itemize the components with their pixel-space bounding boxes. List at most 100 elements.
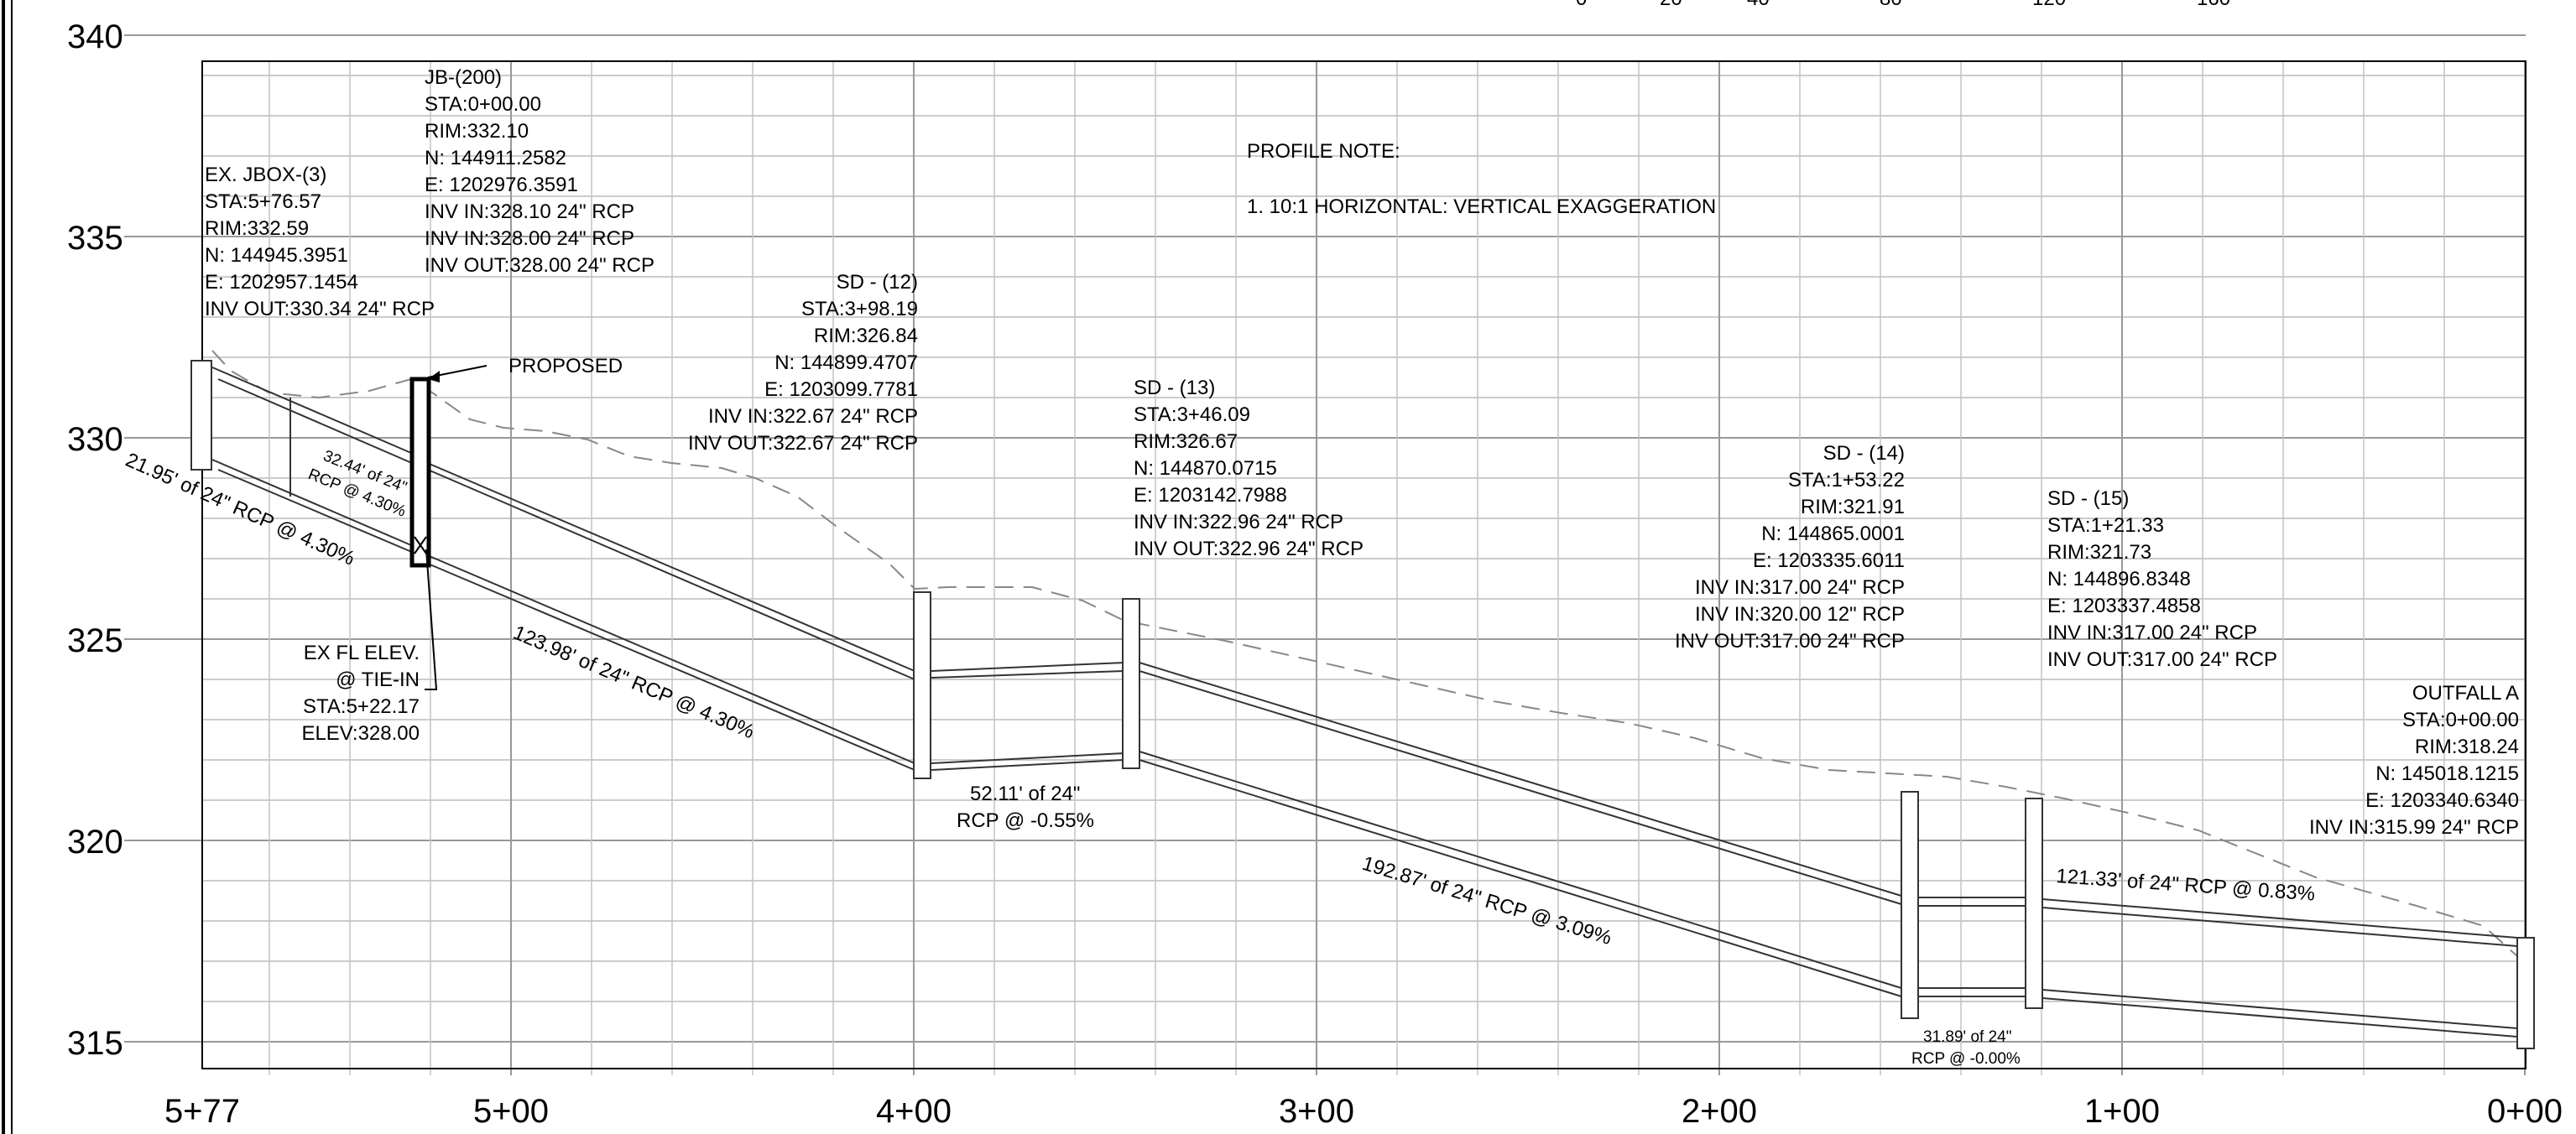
structure-line: STA:5+76.57	[205, 190, 321, 213]
structure-line: STA:1+21.33	[2047, 514, 2164, 537]
structure-label-sd-15: SD - (15) STA:1+21.33 RIM:321.73 N: 1448…	[2047, 487, 2277, 671]
structure-label-sd-14: SD - (14) STA:1+53.22 RIM:321.91 N: 1448…	[1675, 442, 1905, 653]
structure-line: N: 144911.2582	[425, 147, 566, 169]
structure-sd-14	[1901, 791, 1919, 1019]
leader-arrow-icon	[428, 371, 440, 382]
structure-line: INV IN:328.10 24" RCP	[425, 200, 634, 223]
existing-ground-line	[211, 350, 2526, 995]
tie-in-leader	[425, 549, 438, 690]
structures	[190, 360, 2535, 1049]
scale-bar-number: 120	[2032, 0, 2066, 10]
tie-in-line: STA:5+22.17	[303, 695, 420, 718]
station-tick-label: 0+00	[2487, 1093, 2563, 1130]
pipe-3-invert	[419, 551, 915, 764]
structure-line: STA:3+46.09	[1134, 403, 1250, 426]
structure-line: INV OUT:317.00 24" RCP	[1675, 630, 1905, 653]
pipe-label: 121.33' of 24" RCP @ 0.83%	[2056, 865, 2316, 906]
elevation-tick-label: 315	[67, 1025, 123, 1062]
structure-line: E: 1203142.7988	[1134, 484, 1287, 507]
station-tick-label: 5+77	[164, 1093, 240, 1130]
station-tick-label: 2+00	[1682, 1093, 1757, 1130]
pipe-5-crown-b	[1139, 670, 1902, 905]
structure-line: STA:1+53.22	[1788, 469, 1905, 492]
structure-sd-15	[2025, 798, 2043, 1009]
pipe-1-invert	[211, 459, 412, 546]
elevation-tick-label: 335	[67, 220, 123, 257]
pipe-label: 21.95' of 24" RCP @ 4.30%	[123, 449, 358, 570]
pipe-3-crown	[419, 459, 915, 672]
structure-line: N: 144896.8348	[2047, 568, 2191, 590]
tie-in-x-icon	[414, 536, 427, 554]
structure-line: N: 144870.0715	[1134, 457, 1277, 480]
station-axis: 5+77 5+00 4+00 3+00 2+00 1+00 0+00	[164, 1093, 2563, 1130]
pipe-4-invert-b	[931, 759, 1125, 771]
pipe-7-invert-b	[2042, 997, 2518, 1038]
pipe-4-crown-b	[931, 670, 1125, 679]
profile-grid	[124, 34, 2526, 1075]
structure-line: RIM:321.91	[1801, 496, 1905, 518]
structure-line: INV IN:320.00 12" RCP	[1695, 603, 1905, 626]
structure-line: N: 144945.3951	[205, 244, 348, 267]
structure-line: INV OUT:317.00 24" RCP	[2047, 648, 2277, 671]
pipe-label: RCP @ -0.00%	[1911, 1050, 2021, 1068]
structure-line: INV OUT:330.34 24" RCP	[205, 298, 435, 320]
plot-frame	[201, 60, 2526, 1069]
structure-label-outfall-a: OUTFALL A STA:0+00.00 RIM:318.24 N: 1450…	[2309, 682, 2519, 839]
profile-note-item: 1. 10:1 HORIZONTAL: VERTICAL EXAGGERATIO…	[1247, 195, 1716, 218]
pipe-label: 52.11' of 24"	[970, 783, 1080, 805]
structure-name: SD - (12)	[837, 271, 918, 294]
pipe-1-crown	[211, 367, 412, 454]
structure-line: STA:3+98.19	[801, 298, 918, 320]
station-tick-label: 3+00	[1279, 1093, 1354, 1130]
structure-line: STA:0+00.00	[2402, 709, 2519, 731]
structure-sd-13	[1122, 598, 1140, 769]
profile-note-title: PROFILE NOTE:	[1247, 140, 1400, 163]
profile-note: PROFILE NOTE: 1. 10:1 HORIZONTAL: VERTIC…	[1247, 140, 1716, 218]
structure-line: INV IN:317.00 24" RCP	[2047, 622, 2257, 644]
structure-label-jb-200: JB-(200) STA:0+00.00 RIM:332.10 N: 14491…	[425, 66, 654, 277]
station-tick-label: 4+00	[876, 1093, 952, 1130]
scale-bar: 0 20 40 80 120 160	[1576, 0, 2230, 10]
structure-name: SD - (15)	[2047, 487, 2129, 510]
structure-line: INV OUT:322.96 24" RCP	[1134, 538, 1364, 560]
structure-line: N: 144865.0001	[1761, 523, 1905, 545]
structure-sd-12	[913, 591, 931, 779]
pipe-3-crown-b	[427, 469, 915, 680]
structure-line: E: 1203099.7781	[764, 378, 918, 401]
elevation-tick-label: 340	[67, 18, 123, 55]
elevation-tick-label: 330	[67, 421, 123, 458]
pipe-4-invert	[931, 752, 1125, 764]
pipe-5-crown	[1139, 662, 1902, 897]
structure-line: INV OUT:328.00 24" RCP	[425, 254, 654, 277]
structure-name: JB-(200)	[425, 66, 502, 89]
structure-line: INV IN:328.00 24" RCP	[425, 227, 634, 250]
structure-line: N: 145018.1215	[2375, 762, 2519, 785]
structure-line: RIM:332.59	[205, 217, 309, 240]
pipe-5-invert	[1139, 751, 1902, 989]
structure-line: RIM:318.24	[2415, 736, 2519, 758]
pipe-label: 192.87' of 24" RCP @ 3.09%	[1359, 852, 1614, 949]
scale-bar-number: 40	[1747, 0, 1770, 10]
pipe-label: 31.89' of 24"	[1923, 1028, 2011, 1046]
pipe-1-crown-b	[217, 378, 420, 467]
elevation-tick-label: 325	[67, 622, 123, 659]
structure-line: E: 1203340.6340	[2365, 789, 2519, 812]
structure-ex-jbox-3	[190, 360, 212, 471]
structure-line: RIM:326.84	[814, 325, 918, 347]
structure-name: SD - (13)	[1134, 377, 1215, 399]
structure-name: OUTFALL A	[2412, 682, 2519, 705]
structure-line: E: 1203337.4858	[2047, 595, 2201, 617]
structure-line: INV IN:322.67 24" RCP	[708, 405, 918, 428]
structure-label-sd-12: SD - (12) STA:3+98.19 RIM:326.84 N: 1448…	[688, 271, 918, 455]
pipe-7-crown-b	[2042, 907, 2518, 947]
scale-bar-number: 0	[1576, 0, 1587, 10]
structure-line: E: 1202976.3591	[425, 174, 578, 196]
structure-label-ex-jbox-3: EX. JBOX-(3) STA:5+76.57 RIM:332.59 N: 1…	[205, 164, 435, 320]
structure-outfall-a	[2516, 937, 2535, 1049]
tie-in-label: EX FL ELEV. @ TIE-IN STA:5+22.17 ELEV:32…	[301, 642, 420, 745]
tie-in-line: ELEV:328.00	[301, 722, 420, 745]
structure-line: INV IN:317.00 24" RCP	[1695, 576, 1905, 599]
structure-line: RIM:326.67	[1134, 430, 1238, 453]
structure-line: INV OUT:322.67 24" RCP	[688, 432, 918, 455]
